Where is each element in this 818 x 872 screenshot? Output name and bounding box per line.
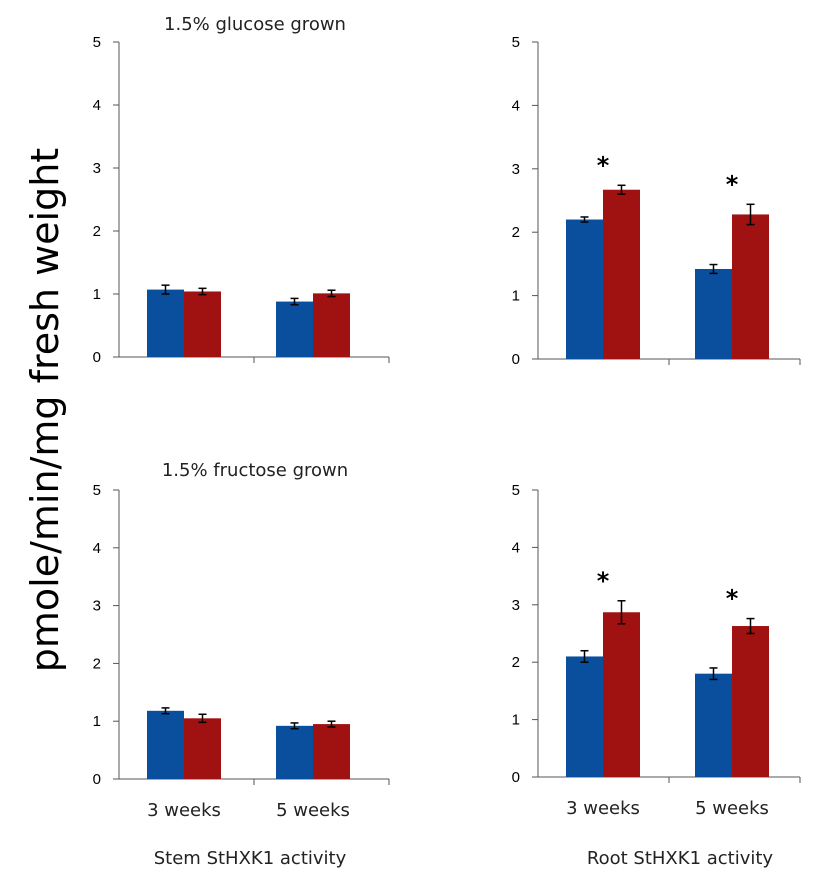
y-tick-label: 2 bbox=[93, 223, 101, 240]
chart-panel-bottom-right: 0 1 2 3 4 5 * 3 weeks * 5 weeks bbox=[512, 482, 801, 819]
y-tick-label: 4 bbox=[512, 97, 520, 114]
y-tick-label: 0 bbox=[93, 349, 101, 366]
x-label-root: Root StHXK1 activity bbox=[587, 848, 774, 869]
y-tick-label: 0 bbox=[512, 351, 520, 368]
bar bbox=[276, 301, 313, 357]
significance-marker: * bbox=[597, 151, 610, 179]
bar bbox=[184, 291, 221, 357]
bar bbox=[147, 289, 184, 357]
y-tick-label: 1 bbox=[93, 286, 101, 303]
y-tick-label: 3 bbox=[93, 598, 101, 615]
y-tick-label: 3 bbox=[93, 160, 101, 177]
x-category-label: 3 weeks bbox=[566, 798, 640, 819]
y-tick-label: 5 bbox=[512, 482, 520, 499]
y-tick-label: 0 bbox=[93, 771, 101, 788]
bar bbox=[695, 268, 732, 359]
y-tick-label: 3 bbox=[512, 161, 520, 178]
significance-marker: * bbox=[726, 585, 739, 613]
bar bbox=[313, 724, 350, 779]
y-tick-label: 2 bbox=[93, 655, 101, 672]
panel-title: 1.5% fructose grown bbox=[162, 460, 348, 481]
bar bbox=[732, 214, 769, 359]
y-tick-label: 4 bbox=[512, 539, 520, 556]
panel-title: 1.5% glucose grown bbox=[164, 14, 346, 35]
chart-panel-top-left: 0 1 2 3 4 5 1.5% glucose grown bbox=[93, 14, 390, 366]
y-tick-label: 2 bbox=[512, 224, 520, 241]
x-category-label: 3 weeks bbox=[147, 800, 221, 821]
y-tick-label: 4 bbox=[93, 540, 101, 557]
x-category-label: 5 weeks bbox=[276, 800, 350, 821]
bar bbox=[184, 718, 221, 779]
y-tick-label: 1 bbox=[512, 712, 520, 729]
bar bbox=[695, 673, 732, 777]
bar bbox=[732, 626, 769, 777]
bar bbox=[566, 219, 603, 359]
chart-panel-top-right: 0 1 2 3 4 5 * * bbox=[512, 34, 801, 368]
bar bbox=[566, 656, 603, 777]
significance-marker: * bbox=[597, 567, 610, 595]
y-tick-label: 1 bbox=[93, 713, 101, 730]
y-tick-label: 4 bbox=[93, 97, 101, 114]
y-tick-label: 0 bbox=[512, 769, 520, 786]
y-tick-label: 3 bbox=[512, 597, 520, 614]
x-label-stem: Stem StHXK1 activity bbox=[154, 848, 347, 869]
y-axis-label: pmole/min/mg fresh weight bbox=[23, 148, 67, 672]
y-tick-label: 1 bbox=[512, 288, 520, 305]
bar bbox=[147, 710, 184, 779]
y-tick-label: 5 bbox=[93, 34, 101, 51]
y-tick-label: 5 bbox=[512, 34, 520, 51]
bar bbox=[603, 612, 640, 777]
chart-panels: 0 1 2 3 4 5 1.5% glucose grown 0 1 2 3 4 5 * * 0 1 2 3 4 5 1.… bbox=[93, 14, 801, 821]
y-tick-label: 5 bbox=[93, 482, 101, 499]
chart-panel-bottom-left: 0 1 2 3 4 5 1.5% fructose grown 3 weeks 5 weeks bbox=[93, 460, 390, 821]
x-category-label: 5 weeks bbox=[695, 798, 769, 819]
y-tick-label: 2 bbox=[512, 654, 520, 671]
significance-marker: * bbox=[726, 170, 739, 198]
bar bbox=[603, 189, 640, 359]
bar bbox=[276, 725, 313, 779]
bar bbox=[313, 293, 350, 357]
